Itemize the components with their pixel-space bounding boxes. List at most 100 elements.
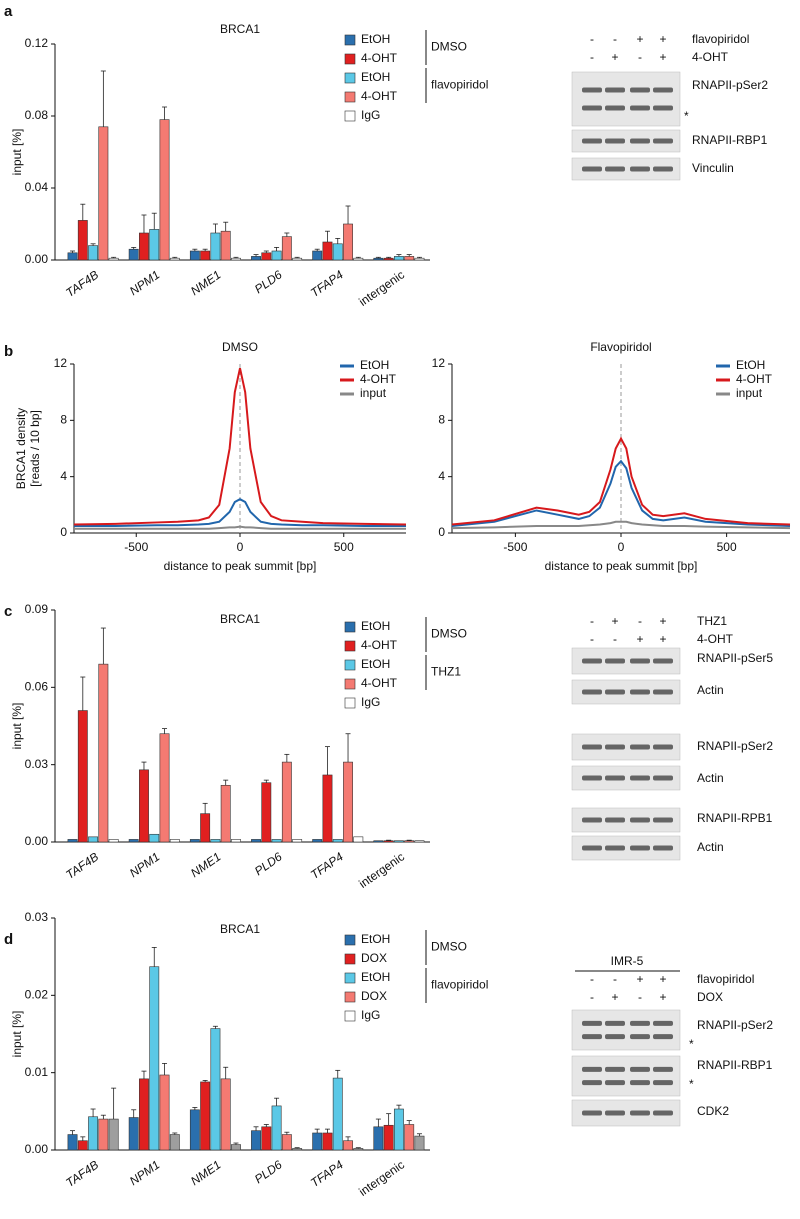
blot-label: Actin [697,771,724,785]
bar [189,1109,200,1151]
bar [353,1148,364,1151]
legend-label: input [736,386,763,400]
x-tick-label: TFAP4 [308,267,346,300]
x-tick-label: 0 [237,540,244,554]
legend-swatch [344,991,356,1003]
legend-label: IgG [361,108,380,122]
bar [281,761,292,843]
chart-title: BRCA1 [220,22,260,36]
x-tick-label: TFAP4 [308,849,346,882]
legend-label: DOX [361,989,387,1003]
condition-sign: - [590,50,594,64]
blot-band [582,166,602,172]
bar [261,1126,272,1151]
blot-band [582,689,602,695]
bar [210,232,221,261]
bar [77,710,88,843]
bar [281,236,292,261]
panel-letter: c [4,603,12,620]
blot-band [605,775,625,781]
y-tick-label: 0.04 [25,180,49,194]
bar [77,220,88,261]
x-axis-label: distance to peak summit [bp] [545,559,698,573]
bar [139,769,149,843]
condition-sign: - [590,632,594,646]
bar [281,1134,292,1151]
legend-swatch [344,972,356,984]
legend-label: EtOH [361,932,390,946]
blot-band [630,1110,650,1116]
legend-label: EtOH [736,358,765,372]
blot-band [605,817,625,823]
x-tick-label: NPM1 [127,268,162,299]
bar [292,257,303,261]
y-tick-label: 0 [438,525,445,539]
legend-swatch [344,953,356,965]
bar [383,840,394,843]
bar [251,256,261,261]
x-tick-label: TAF4B [63,850,101,882]
blot-band [582,1034,602,1040]
blot-band [630,138,650,144]
x-tick-label: intergenic [356,1158,407,1199]
legend-swatch [344,53,356,65]
condition-label: flavopiridol [692,32,749,46]
blot-band [582,1110,602,1116]
x-tick-label: TAF4B [63,1158,101,1190]
x-tick-label: NME1 [188,268,223,299]
y-axis-label: BRCA1 density [14,408,28,489]
y-axis-label: input [%] [10,703,24,750]
bar [189,839,200,843]
condition-sign: + [659,50,666,64]
legend-label: EtOH [361,70,390,84]
y-tick-label: 0.00 [25,252,49,266]
bar [353,836,364,843]
blot-band [630,744,650,750]
blot-band [605,1020,625,1026]
condition-label: 4-OHT [692,50,729,64]
blot-band [653,1020,673,1026]
bar [404,256,415,261]
y-tick-label: 0.00 [25,834,49,848]
bar [149,229,160,261]
bar [128,248,139,261]
bar [343,1140,353,1151]
y-tick-label: 12 [54,356,68,370]
blot-band [630,775,650,781]
blot-membrane [571,129,681,153]
blot-star: * [689,1037,694,1051]
blot-band [653,845,673,851]
blot-band [653,1080,673,1086]
bar [98,663,109,843]
bar [332,839,343,843]
blot-band [653,87,673,93]
bar [373,840,384,843]
x-tick-label: NME1 [188,1158,223,1189]
y-axis-label: input [%] [10,1011,24,1058]
bar [98,126,109,261]
line [451,436,791,526]
blot-band [653,775,673,781]
bar [128,839,139,843]
blot-band [630,658,650,664]
bar [292,839,303,843]
blot-band [582,1080,602,1086]
bar [169,257,180,261]
y-axis-label: input [%] [10,129,24,176]
bar [251,839,261,843]
blot-label: RNAPII-pSer2 [697,739,773,753]
panel-letter: b [4,343,13,360]
y-tick-label: 0.03 [25,757,49,771]
blot-band [630,817,650,823]
bar [231,257,241,261]
blot-membrane [571,1055,681,1097]
chart-title: BRCA1 [220,922,260,936]
y-tick-label: 0.06 [25,680,49,694]
blot-band [582,775,602,781]
condition-sign: + [636,972,643,986]
legend-swatch [344,1010,356,1022]
condition-sign: - [613,632,617,646]
blot-label: Vinculin [692,161,734,175]
blot-band [582,87,602,93]
condition-sign: - [638,990,642,1004]
